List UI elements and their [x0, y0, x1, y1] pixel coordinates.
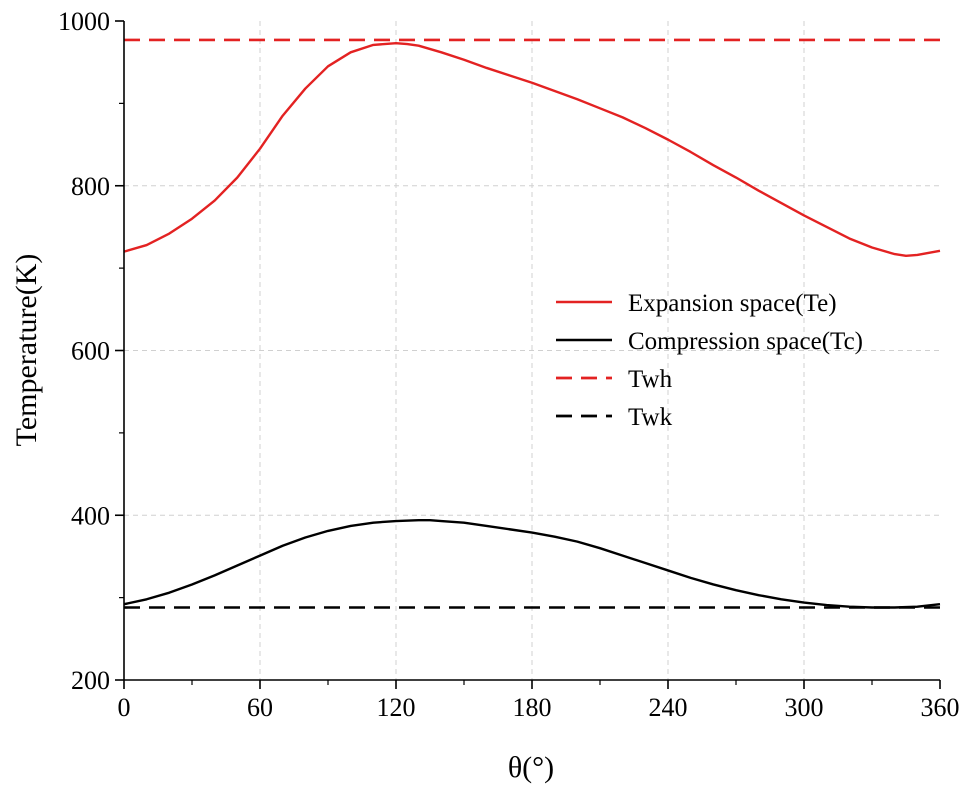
series-line-expansion-space-te	[123, 42, 941, 257]
legend-label: Expansion space(Te)	[628, 290, 837, 317]
x-tick-label: 120	[377, 693, 416, 722]
series-line-compression-space-tc	[123, 518, 941, 609]
legend-label: Compression space(Tc)	[628, 328, 863, 355]
y-axis-title: Temperature(K)	[10, 254, 43, 447]
y-tick-label: 1000	[58, 7, 110, 36]
y-tick-label: 600	[71, 337, 110, 366]
x-tick-label: 240	[649, 693, 688, 722]
x-tick-label: 60	[247, 693, 273, 722]
tick-labels: 0 60 120 180 240 300 360 200 400 600 800 1000	[58, 7, 960, 722]
y-tick-label: 400	[71, 501, 110, 530]
legend: Expansion space(Te) Compression space(Tc)…	[556, 290, 863, 431]
x-tick-label: 360	[921, 693, 960, 722]
ticks	[115, 20, 941, 689]
x-tick-label: 0	[118, 693, 131, 722]
x-tick-label: 180	[513, 693, 552, 722]
x-tick-label: 300	[785, 693, 824, 722]
data-series	[123, 38, 941, 609]
y-tick-label: 800	[71, 172, 110, 201]
legend-label: Twk	[628, 404, 673, 431]
legend-label: Twh	[628, 366, 673, 393]
x-axis-title: θ(°)	[508, 751, 554, 784]
y-tick-label: 200	[71, 666, 110, 695]
